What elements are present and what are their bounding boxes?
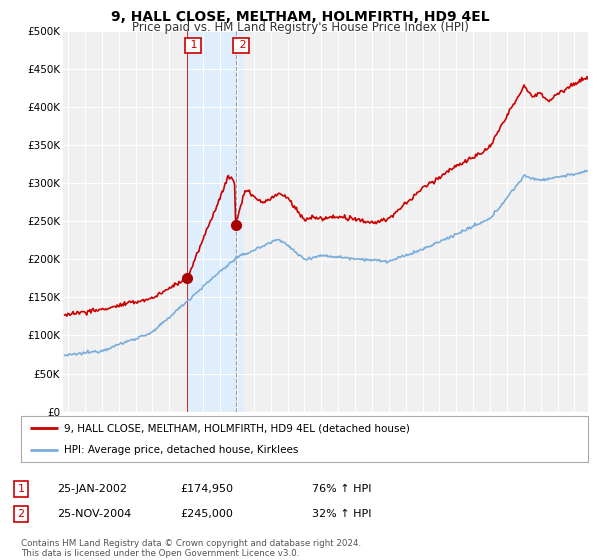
Text: 1: 1 (187, 40, 198, 50)
Text: Contains HM Land Registry data © Crown copyright and database right 2024.
This d: Contains HM Land Registry data © Crown c… (21, 539, 361, 558)
Text: 1: 1 (17, 484, 25, 494)
Text: 25-NOV-2004: 25-NOV-2004 (57, 509, 131, 519)
Bar (187, 31, 242, 412)
Text: £245,000: £245,000 (180, 509, 233, 519)
Text: 2: 2 (236, 40, 246, 50)
Text: 9, HALL CLOSE, MELTHAM, HOLMFIRTH, HD9 4EL: 9, HALL CLOSE, MELTHAM, HOLMFIRTH, HD9 4… (110, 10, 490, 24)
Text: HPI: Average price, detached house, Kirklees: HPI: Average price, detached house, Kirk… (64, 445, 298, 455)
Text: 2: 2 (17, 509, 25, 519)
Text: 25-JAN-2002: 25-JAN-2002 (57, 484, 127, 494)
Text: £174,950: £174,950 (180, 484, 233, 494)
Text: Price paid vs. HM Land Registry's House Price Index (HPI): Price paid vs. HM Land Registry's House … (131, 21, 469, 34)
Text: 9, HALL CLOSE, MELTHAM, HOLMFIRTH, HD9 4EL (detached house): 9, HALL CLOSE, MELTHAM, HOLMFIRTH, HD9 4… (64, 423, 409, 433)
Text: 32% ↑ HPI: 32% ↑ HPI (312, 509, 371, 519)
Text: 76% ↑ HPI: 76% ↑ HPI (312, 484, 371, 494)
